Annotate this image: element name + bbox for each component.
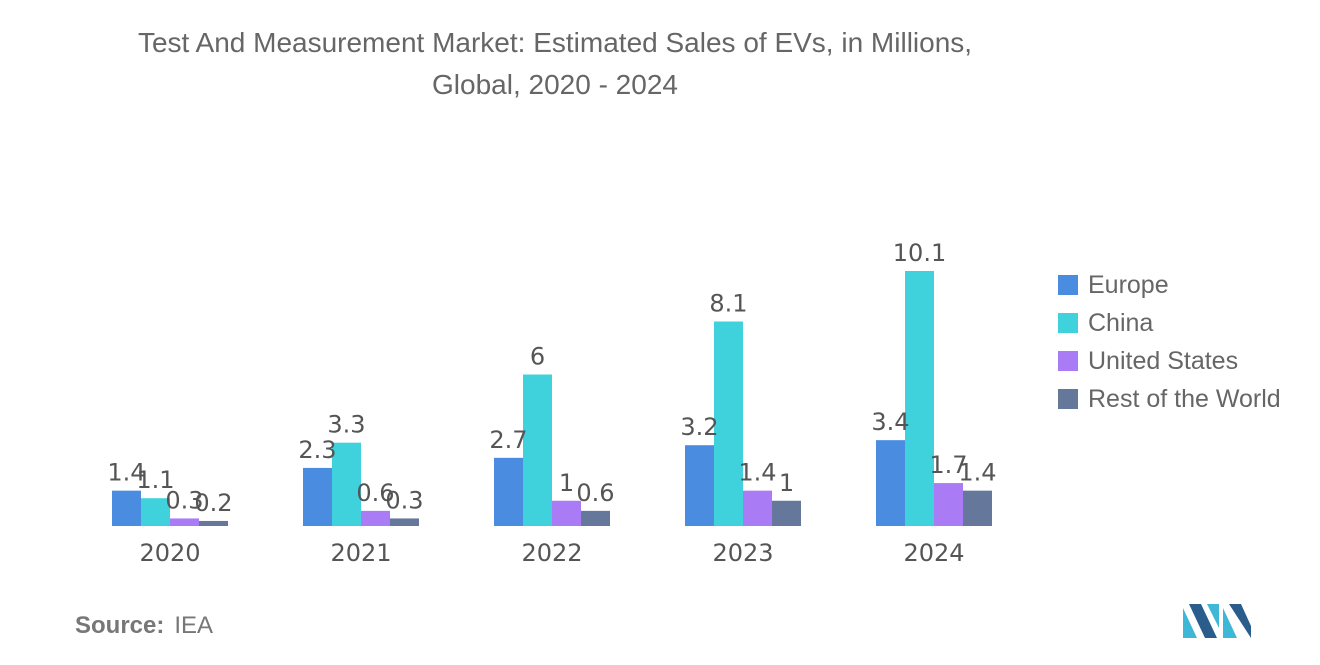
value-label-united-states-2021: 0.6 [356,479,394,507]
legend-item-china: China [1058,304,1281,342]
chart-title-line-2: Global, 2020 - 2024 [432,69,678,100]
value-label-europe-2020: 1.4 [107,459,145,487]
legend: Europe China United States Rest of the W… [1058,266,1281,418]
value-label-europe-2024: 3.4 [871,408,909,436]
bar-rest-of-the-world-2023 [772,500,801,526]
value-label-rest-of-the-world-2022: 0.6 [576,479,614,507]
source-note: Source: IEA [75,612,213,640]
value-label-united-states-2024: 1.7 [929,451,967,479]
value-label-europe-2022: 2.7 [489,426,527,454]
legend-label-china: China [1088,308,1154,337]
bar-united-states-2020 [170,518,199,526]
legend-label-united-states: United States [1088,346,1239,375]
bars-layer [112,271,992,526]
legend-item-united-states: United States [1058,342,1281,380]
value-label-united-states-2023: 1.4 [738,459,776,487]
bar-united-states-2022 [552,500,581,526]
chart-title-line-1: Test And Measurement Market: Estimated S… [137,27,973,58]
legend-item-europe: Europe [1058,266,1281,304]
value-label-rest-of-the-world-2023: 1 [779,469,794,497]
bar-europe-2020 [112,490,141,526]
bar-europe-2023 [685,445,714,526]
bar-united-states-2023 [743,490,772,526]
bar-china-2021 [332,442,361,526]
bar-united-states-2024 [934,483,963,526]
x-tick-label-2023: 2023 [712,539,773,567]
value-label-united-states-2020: 0.3 [165,486,203,514]
x-tick-label-2022: 2022 [521,539,582,567]
value-label-europe-2023: 3.2 [680,413,718,441]
bar-china-2022 [523,374,552,526]
value-label-china-2021: 3.3 [327,411,365,439]
x-tick-label-2020: 2020 [139,539,200,567]
x-axis-labels: 2020 2021 2022 2023 2024 [139,539,964,567]
value-label-rest-of-the-world-2021: 0.3 [385,486,423,514]
bar-china-2023 [714,321,743,526]
value-labels-layer: 1.41.10.30.22.33.30.60.32.761 0.63.28.11.… [107,239,996,517]
bar-china-2020 [141,498,170,526]
bar-rest-of-the-world-2021 [390,518,419,526]
bar-europe-2022 [494,457,523,526]
legend-swatch-europe [1058,275,1078,295]
value-label-china-2020: 1.1 [136,466,174,494]
source-label: Source: [75,612,165,639]
bar-china-2024 [905,271,934,526]
legend-swatch-china [1058,313,1078,333]
value-label-china-2022: 6 [530,343,545,371]
source-value: IEA [174,612,214,639]
bar-europe-2024 [876,440,905,526]
value-label-china-2023: 8.1 [709,289,747,317]
bar-rest-of-the-world-2024 [963,490,992,526]
legend-label-rest-of-world: Rest of the World [1088,384,1281,413]
value-label-europe-2021: 2.3 [298,436,336,464]
bar-rest-of-the-world-2020 [199,520,228,526]
value-label-united-states-2022: 1 [559,469,574,497]
x-tick-label-2021: 2021 [330,539,391,567]
legend-swatch-united-states [1058,351,1078,371]
legend-label-europe: Europe [1088,270,1169,299]
value-label-rest-of-the-world-2020: 0.2 [194,489,232,517]
value-label-china-2024: 10.1 [893,239,946,267]
x-tick-label-2024: 2024 [903,539,964,567]
bar-europe-2021 [303,467,332,526]
bar-united-states-2021 [361,510,390,526]
legend-swatch-rest-of-world [1058,389,1078,409]
bar-rest-of-the-world-2022 [581,510,610,526]
bar-chart: 1.41.10.30.22.33.30.60.32.761 0.63.28.11.… [107,239,996,567]
mordor-logo-icon [1183,604,1251,638]
chart-title: Test And Measurement Market: Estimated S… [40,22,1070,106]
value-label-rest-of-the-world-2024: 1.4 [958,459,996,487]
legend-item-rest-of-world: Rest of the World [1058,380,1281,418]
